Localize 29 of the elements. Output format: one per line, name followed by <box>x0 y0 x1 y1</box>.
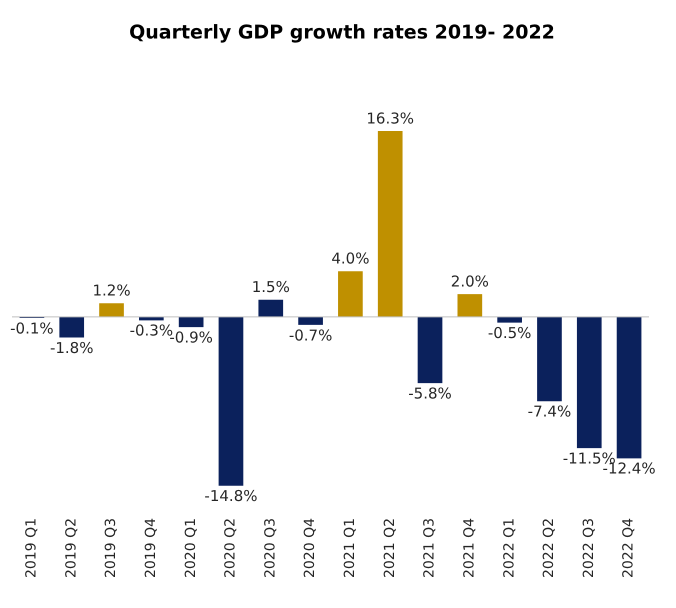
data-label: 4.0% <box>331 250 370 268</box>
data-label: 1.5% <box>252 278 290 296</box>
x-tick-label: 2019 Q3 <box>103 518 120 578</box>
data-label: 2.0% <box>450 272 489 290</box>
data-label: -0.7% <box>288 326 332 344</box>
data-label: -1.8% <box>50 338 94 357</box>
x-tick-label: 2022 Q1 <box>501 518 518 578</box>
x-tick-label: 2020 Q4 <box>302 518 318 578</box>
data-label: 16.3% <box>366 109 414 128</box>
x-tick-label: 2020 Q2 <box>222 518 239 578</box>
x-tick-label: 2022 Q4 <box>620 518 637 578</box>
x-tick-label: 2021 Q3 <box>422 518 438 578</box>
data-label: -7.4% <box>528 402 572 421</box>
chart-title: Quarterly GDP growth rates 2019- 2022 <box>129 21 555 44</box>
x-tick-label: 2021 Q2 <box>382 518 398 578</box>
data-label: -0.5% <box>488 324 532 342</box>
x-tick-label: 2021 Q4 <box>461 518 478 578</box>
x-tick-label: 2020 Q3 <box>262 518 278 578</box>
data-label: -5.8% <box>408 384 452 402</box>
x-tick-label: 2021 Q1 <box>342 518 358 578</box>
x-tick-label: 2022 Q3 <box>580 518 597 578</box>
data-label: -0.1% <box>10 319 54 338</box>
x-tick-label: 2019 Q1 <box>24 518 40 578</box>
x-tick-label: 2020 Q1 <box>182 518 199 578</box>
x-tick-label: 2019 Q4 <box>142 518 159 578</box>
x-tick-label: 2019 Q2 <box>63 518 80 578</box>
x-tick-label: 2022 Q2 <box>541 518 558 578</box>
data-label: -14.8% <box>204 487 258 506</box>
data-label: 1.2% <box>92 282 131 300</box>
